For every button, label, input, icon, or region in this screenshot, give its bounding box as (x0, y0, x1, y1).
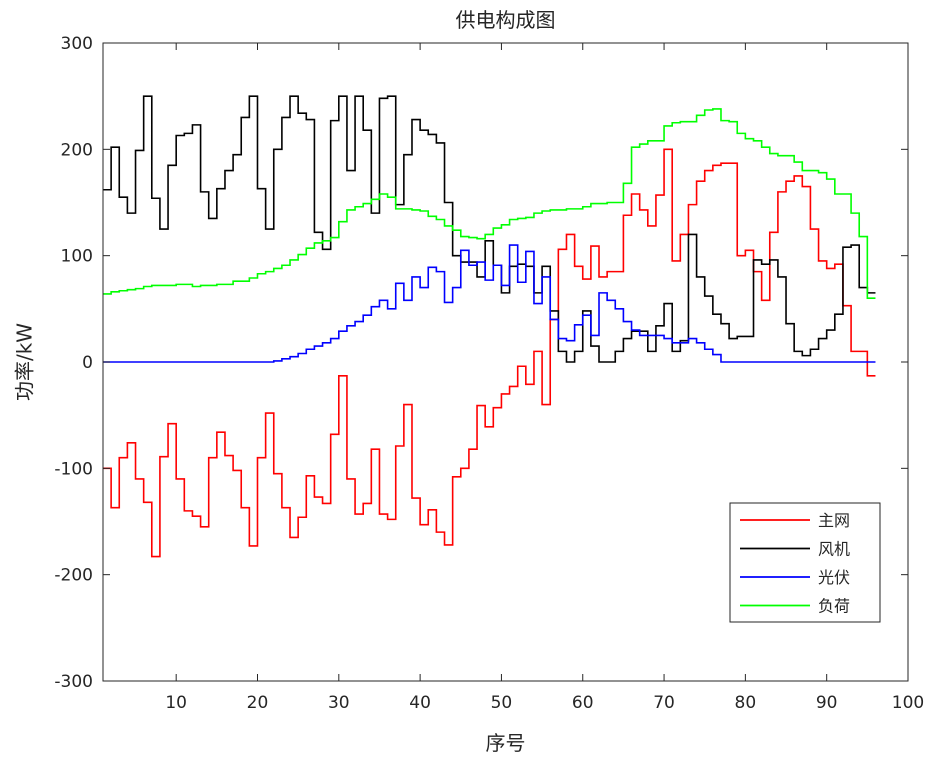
x-tick-label: 100 (892, 693, 924, 713)
legend-label-2: 风机 (818, 540, 850, 559)
x-tick-label: 30 (328, 693, 350, 713)
x-tick-label: 60 (572, 693, 594, 713)
x-tick-label: 70 (653, 693, 675, 713)
series-line-3 (103, 244, 876, 363)
series-line-2 (103, 95, 876, 363)
tick-layer: 10 20 30 40 50 60 70 80 90 100 -300 -200 -100 0 100 200… (54, 34, 924, 713)
y-tick-label: 200 (61, 140, 93, 160)
y-tick-label: -100 (54, 459, 93, 479)
series-line-4 (103, 108, 876, 299)
series-layer (103, 95, 876, 558)
y-tick-label: -300 (54, 672, 93, 692)
x-tick-label: 80 (735, 693, 757, 713)
series-line-1 (103, 148, 876, 558)
legend-label-1: 主网 (818, 511, 850, 530)
y-tick-label: 0 (82, 353, 93, 373)
legend-label-4: 负荷 (818, 597, 850, 616)
x-tick-label: 40 (409, 693, 431, 713)
legend-label-3: 光伏 (818, 568, 850, 587)
x-tick-label: 90 (816, 693, 838, 713)
x-axis-title: 序号 (486, 731, 526, 755)
x-tick-label: 20 (247, 693, 269, 713)
y-tick-label: -200 (54, 566, 93, 586)
y-tick-label: 100 (61, 247, 93, 267)
x-tick-label: 50 (491, 693, 513, 713)
legend-box (729, 502, 881, 623)
x-tick-label: 10 (165, 693, 187, 713)
y-axis-title: 功率/kW (13, 323, 37, 401)
chart-title: 供电构成图 (456, 8, 556, 32)
y-tick-label: 300 (61, 34, 93, 54)
